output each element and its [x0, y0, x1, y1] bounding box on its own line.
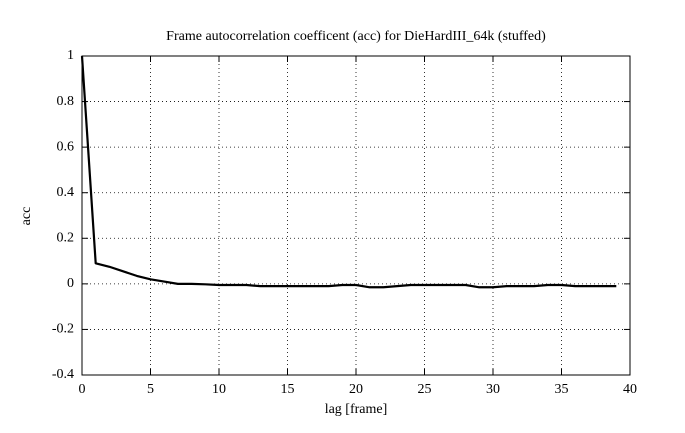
data-line	[80, 55, 617, 289]
chart-title: Frame autocorrelation coefficent (acc) f…	[166, 29, 546, 44]
x-tick-label: 15	[281, 382, 295, 397]
x-tick-label: 20	[349, 382, 363, 397]
x-tick-label: 40	[623, 382, 637, 397]
y-tick-label: 0.2	[57, 231, 75, 246]
y-tick-label: 0.4	[57, 185, 75, 200]
y-axis-label: acc	[19, 207, 34, 226]
x-tick-label: 30	[486, 382, 500, 397]
y-tick-label: 0	[67, 276, 74, 291]
y-tick-label: 1	[67, 48, 74, 63]
x-tick-label: 10	[212, 382, 226, 397]
y-tick-label: -0.2	[52, 322, 74, 337]
x-tick-label: 35	[555, 382, 569, 397]
x-tick-label: 5	[147, 382, 154, 397]
plot-frame	[81, 55, 631, 376]
x-tick-label: 0	[79, 382, 86, 397]
x-axis-label: lag [frame]	[325, 402, 388, 417]
y-tick-label: 0.8	[57, 94, 75, 109]
y-tick-label: 0.6	[57, 139, 75, 154]
x-tick-label: 25	[418, 382, 432, 397]
y-tick-label: -0.4	[52, 367, 74, 382]
